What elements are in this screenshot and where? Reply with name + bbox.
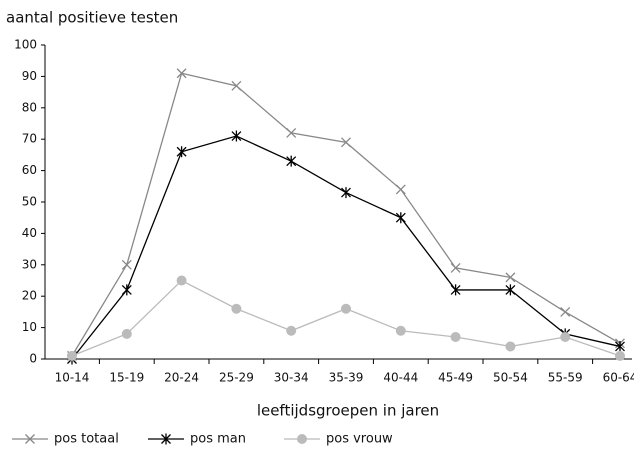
point-x [176,68,187,79]
point [121,259,132,270]
point [176,68,187,79]
y-tick-label: 90 [22,69,37,83]
point [505,284,516,296]
x-tick-label: 40-44 [383,371,418,385]
point-x [560,306,571,317]
point [176,275,187,286]
y-tick-label: 50 [22,195,37,209]
point-dot [341,303,351,314]
x-tick-label: 10-14 [55,371,90,385]
point [505,272,516,283]
y-tick-label: 10 [22,320,37,334]
point [450,284,461,296]
point-dot [505,341,516,352]
y-tick-label: 60 [22,163,37,177]
point-x [505,272,516,283]
point [395,212,406,224]
point [121,328,132,339]
point [615,350,625,361]
point-x [231,80,242,91]
x-tick-label: 55-59 [548,371,583,385]
point-dot [286,325,297,336]
point [231,80,242,91]
y-tick-label: 70 [22,132,37,146]
x-tick-label: 50-54 [493,371,528,385]
y-tick-label: 80 [22,100,37,114]
point-x [450,262,461,273]
point-x [286,127,297,138]
x-tick-label: 15-19 [109,371,144,385]
legend-marker [297,434,307,444]
point-x [450,284,461,296]
legend-marker [161,433,171,445]
point-x [395,212,406,224]
point-x [341,137,351,148]
point [121,284,132,296]
point [450,332,461,343]
point-dot [450,332,461,343]
x-tick-label: 60-64 [603,371,634,385]
point-dot [395,325,406,336]
point [560,332,571,343]
point [450,262,461,273]
x-tick-label: 35-39 [329,371,364,385]
x-tick-label: 45-49 [438,371,473,385]
legend-label: pos vrouw [326,432,393,447]
point [67,350,77,361]
legend-label: pos totaal [54,432,119,447]
point-x [176,146,187,158]
point-dot [231,303,242,314]
point-dot [615,350,625,361]
point-x [615,340,625,352]
point [231,303,242,314]
point-x [286,155,297,167]
point [341,303,351,314]
y-tick-label: 40 [22,226,37,240]
legend-label: pos man [190,432,246,447]
point [395,184,406,195]
point-x [231,130,242,142]
point [505,341,516,352]
x-tick-label: 25-29 [219,371,254,385]
y-tick-label: 30 [22,257,37,271]
point-dot [67,350,77,361]
point-x [121,259,132,270]
point [560,306,571,317]
legend-marker [25,434,35,444]
x-axis-label: leeftijdsgroepen in jaren [257,402,439,420]
point [341,187,351,199]
y-tick-label: 0 [29,352,37,366]
point-dot [176,275,187,286]
point [286,155,297,167]
legend-marker-dot [297,434,307,444]
point-dot [121,328,132,339]
point-x [395,184,406,195]
point [615,340,625,352]
point [395,325,406,336]
x-tick-label: 20-24 [164,371,199,385]
point-x [505,284,516,296]
legend-marker-x [161,433,171,445]
point-dot [560,332,571,343]
chart-title: aantal positieve testen [6,9,178,27]
point [286,325,297,336]
y-tick-label: 20 [22,289,37,303]
y-tick-label: 100 [14,38,37,52]
point-x [121,284,132,296]
point [231,130,242,142]
x-tick-label: 30-34 [274,371,309,385]
point [341,137,351,148]
series-line [71,279,621,357]
legend-marker-x [25,434,35,444]
point [176,146,187,158]
point [286,127,297,138]
point-x [341,187,351,199]
